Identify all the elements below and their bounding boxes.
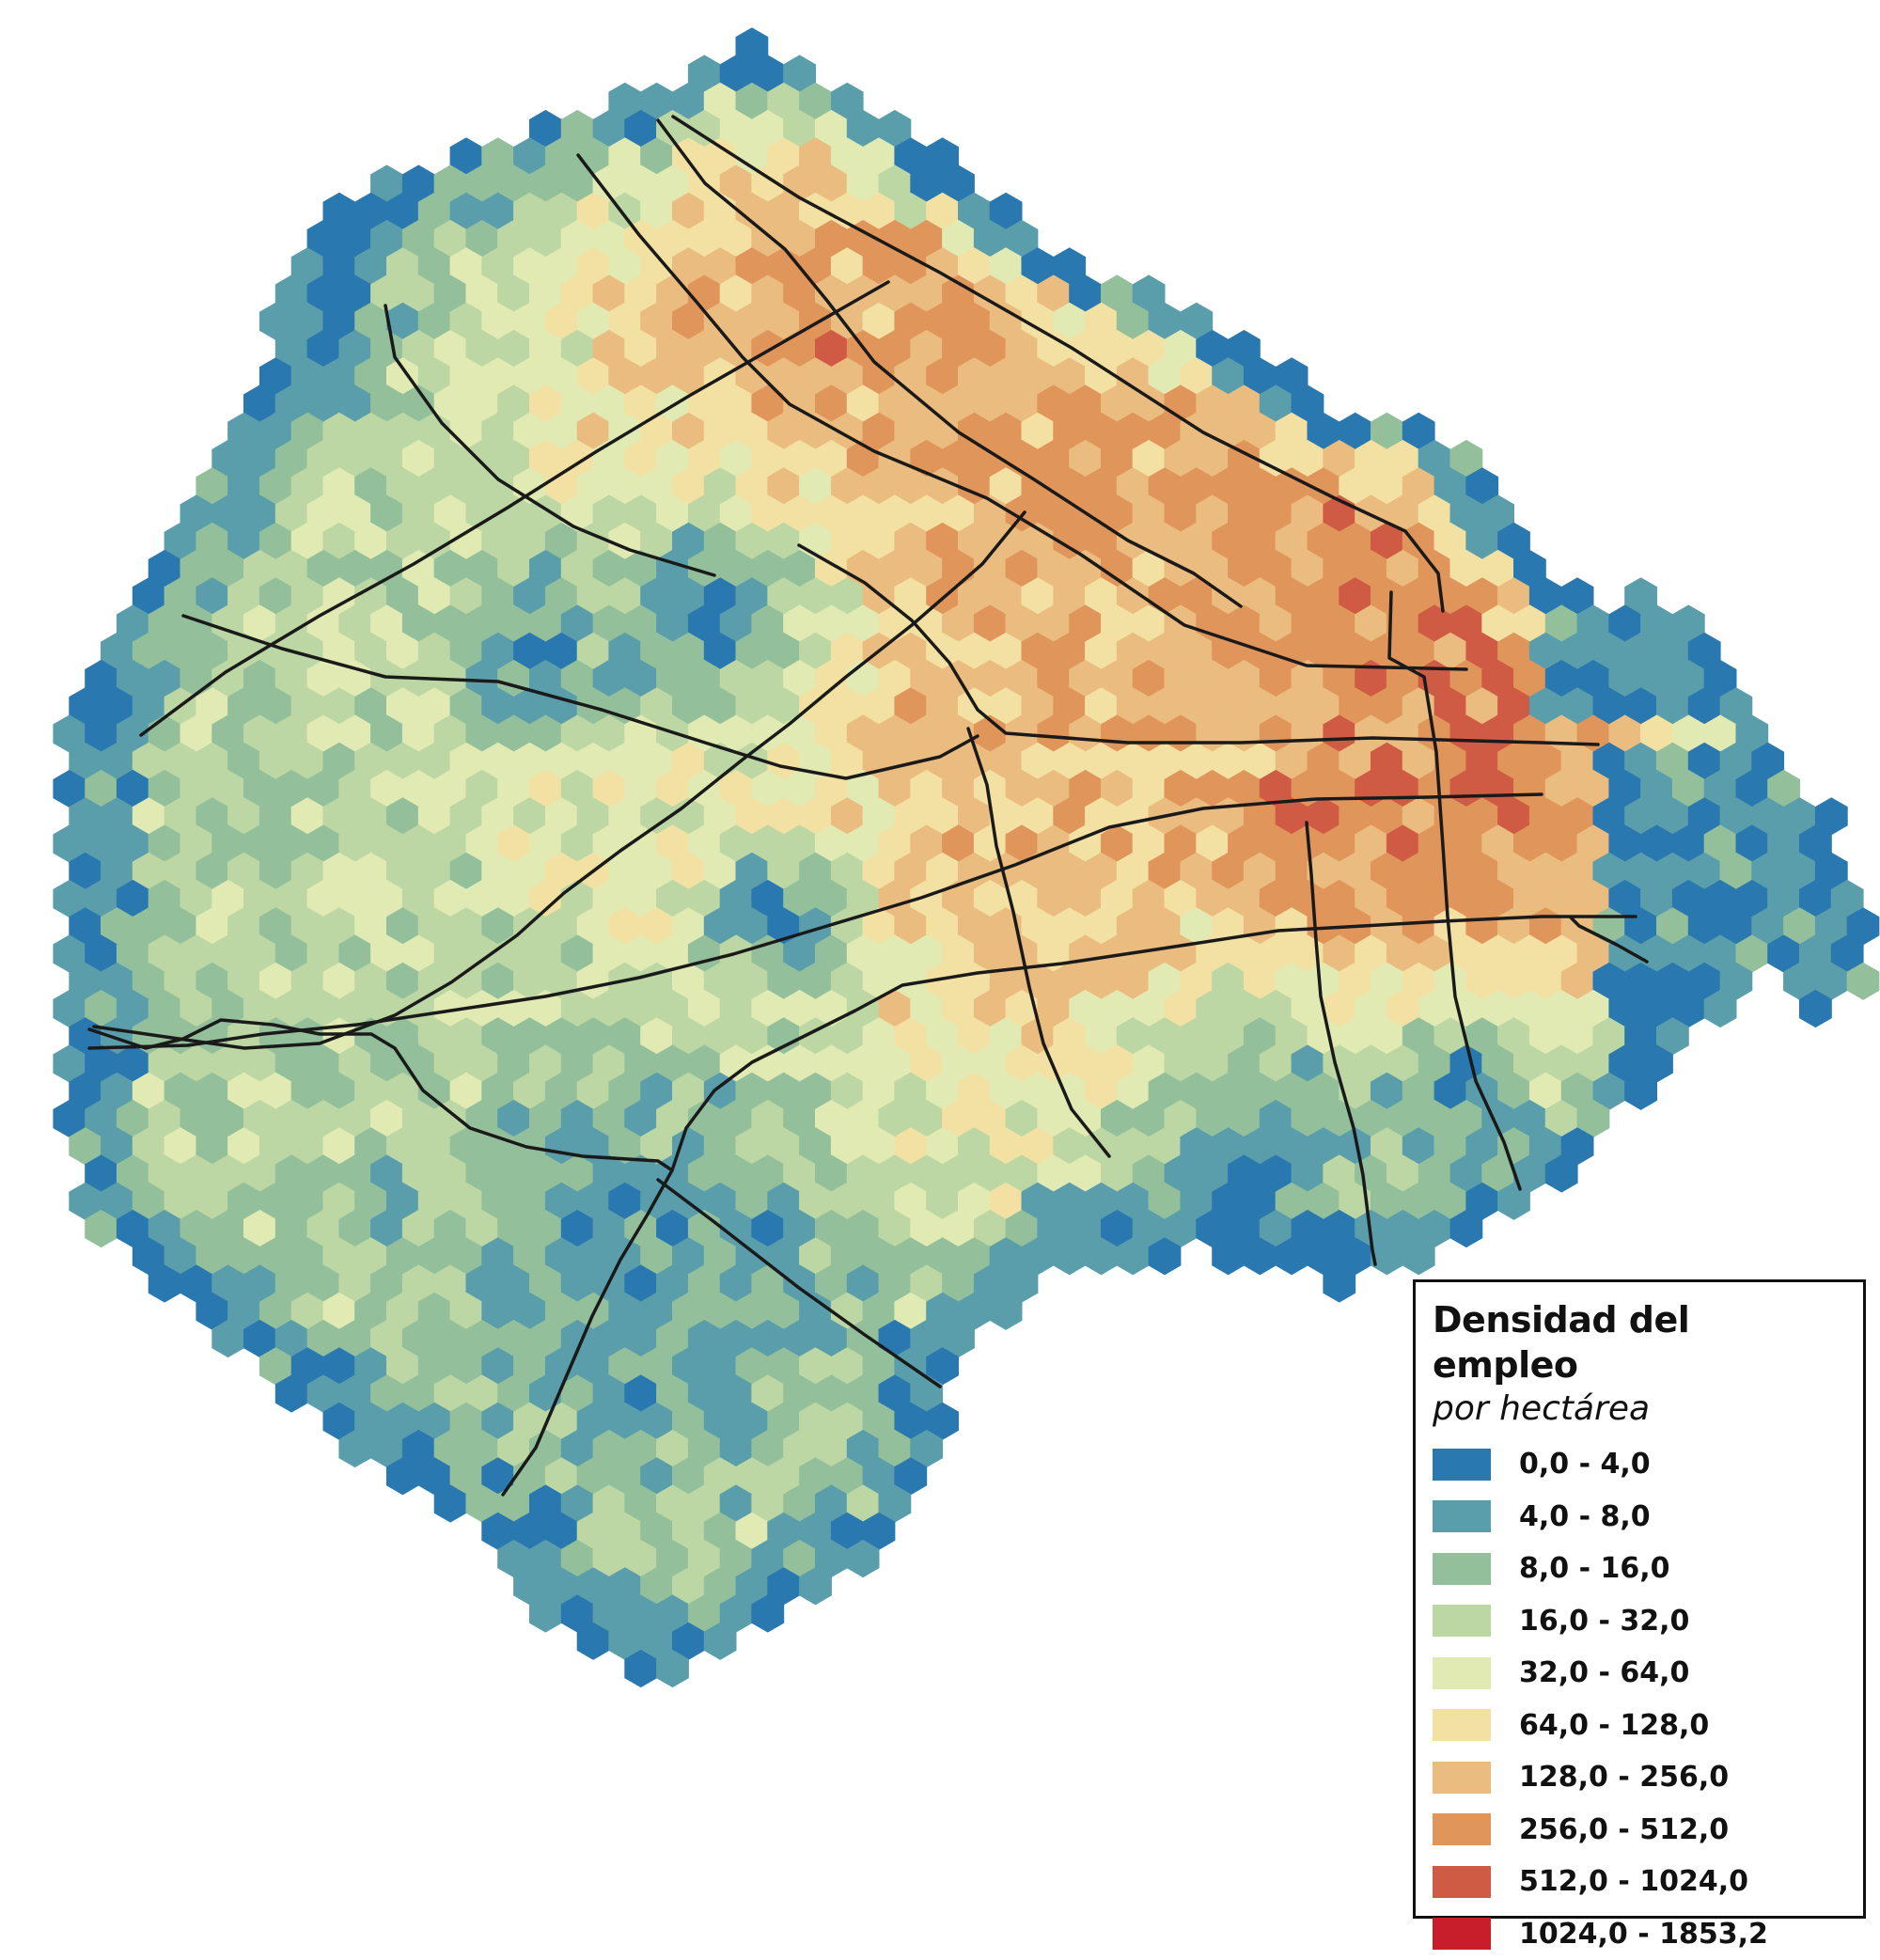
legend-title: Densidad del empleo [1433, 1297, 1846, 1388]
legend-label: 0,0 - 4,0 [1519, 1448, 1651, 1481]
legend-label: 256,0 - 512,0 [1519, 1813, 1729, 1846]
legend-swatch [1433, 1500, 1491, 1532]
legend-item: 64,0 - 128,0 [1433, 1700, 1846, 1752]
legend-label: 8,0 - 16,0 [1519, 1552, 1670, 1585]
legend-swatch [1433, 1866, 1491, 1898]
legend-subtitle: por hectárea [1433, 1388, 1846, 1431]
legend-item: 1024,0 - 1853,2 [1433, 1908, 1846, 1960]
legend-item: 128,0 - 256,0 [1433, 1751, 1846, 1804]
legend-label: 32,0 - 64,0 [1519, 1656, 1689, 1689]
legend-swatch [1433, 1449, 1491, 1481]
legend-swatch [1433, 1605, 1491, 1637]
legend-item: 256,0 - 512,0 [1433, 1804, 1846, 1857]
legend-label: 1024,0 - 1853,2 [1519, 1918, 1768, 1951]
legend-item: 0,0 - 4,0 [1433, 1438, 1846, 1491]
legend-swatch [1433, 1762, 1491, 1794]
legend-item: 32,0 - 64,0 [1433, 1647, 1846, 1700]
legend-swatch [1433, 1657, 1491, 1689]
legend-label: 64,0 - 128,0 [1519, 1709, 1709, 1742]
legend-label: 512,0 - 1024,0 [1519, 1865, 1748, 1898]
legend-label: 4,0 - 8,0 [1519, 1500, 1651, 1533]
legend-label: 16,0 - 32,0 [1519, 1605, 1689, 1638]
legend-item: 4,0 - 8,0 [1433, 1491, 1846, 1544]
legend-item: 8,0 - 16,0 [1433, 1543, 1846, 1595]
legend-swatch [1433, 1918, 1491, 1950]
legend-swatch [1433, 1553, 1491, 1585]
legend-swatch [1433, 1813, 1491, 1845]
map-legend: Densidad del empleo por hectárea 0,0 - 4… [1413, 1279, 1866, 1919]
legend-swatch [1433, 1709, 1491, 1741]
legend-item: 512,0 - 1024,0 [1433, 1856, 1846, 1908]
legend-item: 16,0 - 32,0 [1433, 1595, 1846, 1648]
legend-label: 128,0 - 256,0 [1519, 1761, 1729, 1794]
